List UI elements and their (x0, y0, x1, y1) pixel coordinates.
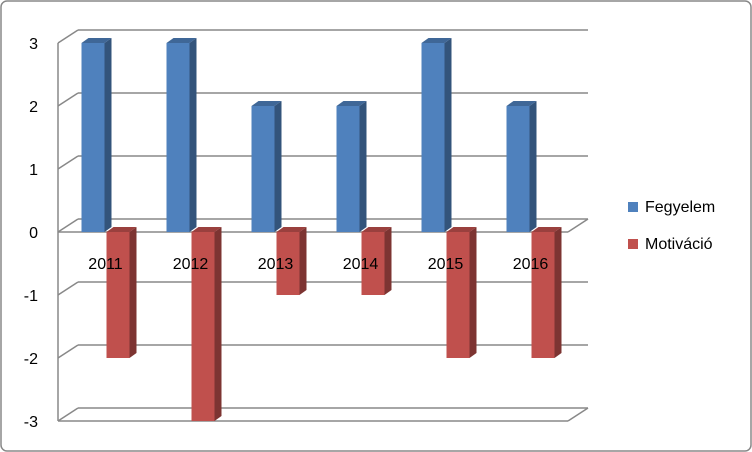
x-tick-label: 2013 (258, 256, 294, 273)
bar-top (531, 227, 562, 232)
x-tick-label: 2012 (173, 256, 209, 273)
grid-line (57, 92, 79, 107)
bar-top (506, 101, 537, 106)
bar (276, 232, 300, 295)
bar-top (81, 38, 112, 43)
bar-side (529, 101, 537, 232)
bar-side (189, 38, 197, 232)
bar-top (166, 38, 197, 43)
legend-label: Motiváció (645, 236, 713, 253)
bar-side (129, 227, 137, 358)
bar-side (104, 38, 112, 232)
bar-side (469, 227, 477, 358)
bar (166, 43, 190, 232)
bar-top (446, 227, 477, 232)
bar (531, 232, 555, 358)
x-tick-label: 2015 (428, 256, 464, 273)
bar-side (214, 227, 222, 421)
bar-side (554, 227, 562, 358)
y-tick-label: -1 (24, 288, 38, 305)
bar (336, 106, 360, 232)
bar (421, 43, 445, 232)
grid-line (57, 407, 79, 422)
bar-side (274, 101, 282, 232)
bar-top (336, 101, 367, 106)
y-tick-label: 0 (29, 225, 38, 242)
y-tick-label: -3 (24, 414, 38, 431)
bar-top (106, 227, 137, 232)
legend-label: Fegyelem (645, 199, 715, 216)
bar (361, 232, 385, 295)
y-tick-label: 3 (29, 36, 38, 53)
x-tick-label: 2014 (343, 256, 379, 273)
bar (81, 43, 105, 232)
grid-line (57, 218, 79, 233)
legend-swatch (628, 202, 638, 212)
bar (446, 232, 470, 358)
bar-side (444, 38, 452, 232)
bar-top (361, 227, 392, 232)
x-tick-label: 2011 (88, 256, 123, 273)
bar-side (359, 101, 367, 232)
bar-side (384, 227, 392, 295)
y-tick-label: 2 (29, 99, 38, 116)
floor-line (567, 407, 589, 422)
bar-top (191, 227, 222, 232)
bar-side (299, 227, 307, 295)
bar (106, 232, 130, 358)
grid-line (57, 344, 79, 359)
bar (251, 106, 275, 232)
grid-line (57, 281, 79, 296)
y-tick-label: 1 (29, 162, 38, 179)
bar (191, 232, 215, 421)
bar-top (276, 227, 307, 232)
grid-line (57, 155, 79, 170)
grid-line (57, 29, 79, 44)
zero-line (567, 218, 589, 233)
y-tick-label: -2 (24, 351, 38, 368)
legend-swatch (628, 239, 638, 249)
x-tick-label: 2016 (513, 256, 549, 273)
bar (506, 106, 530, 232)
bar-top (251, 101, 282, 106)
bar-top (421, 38, 452, 43)
